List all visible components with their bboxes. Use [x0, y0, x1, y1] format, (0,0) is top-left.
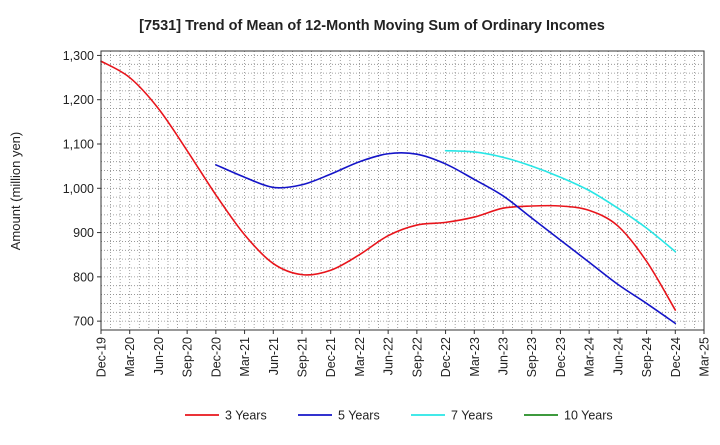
x-tick-label: Mar-22	[353, 337, 367, 377]
y-tick-label: 700	[73, 315, 94, 329]
x-tick-label: Jun-24	[611, 337, 625, 375]
legend-label: 7 Years	[451, 409, 493, 423]
x-tick-label: Sep-21	[296, 337, 310, 377]
series-line-5-years	[215, 152, 677, 325]
x-tick-label: Mar-20	[123, 337, 137, 377]
y-tick-label: 1,300	[63, 49, 94, 63]
series-line-7-years	[444, 149, 677, 253]
y-axis-label: Amount (million yen)	[8, 132, 23, 251]
legend-label: 3 Years	[225, 409, 267, 423]
y-tick-label: 1,100	[63, 138, 94, 152]
x-tick-label: Sep-23	[525, 337, 539, 377]
x-tick-label: Jun-21	[267, 337, 281, 375]
x-tick-label: Mar-24	[583, 337, 597, 377]
x-tick-label: Sep-22	[410, 337, 424, 377]
plot-frame	[100, 50, 705, 331]
legend-label: 5 Years	[338, 409, 380, 423]
x-tick-label: Dec-21	[324, 337, 338, 377]
legend: 3 Years 5 Years 7 Years 10 Years	[185, 409, 613, 423]
y-tick-label: 1,200	[63, 93, 94, 107]
x-tick-label: Dec-19	[95, 337, 109, 377]
y-tick-label: 800	[73, 270, 94, 284]
x-tick-label: Jun-22	[382, 337, 396, 375]
y-tick-label: 900	[73, 226, 94, 240]
x-tick-label: Mar-23	[468, 337, 482, 377]
chart-title: [7531] Trend of Mean of 12-Month Moving …	[139, 18, 605, 34]
x-tick-label: Mar-21	[238, 337, 252, 377]
x-tick-label: Dec-23	[554, 337, 568, 377]
y-tick-label: 1,000	[63, 182, 94, 196]
x-tick-label: Sep-24	[640, 337, 654, 377]
series-line-3-years	[100, 60, 677, 311]
x-tick-label: Dec-22	[439, 337, 453, 377]
x-tick-label: Mar-25	[698, 337, 712, 377]
x-tick-label: Jun-20	[152, 337, 166, 375]
x-tick-label: Dec-24	[669, 337, 683, 377]
legend-label: 10 Years	[564, 409, 613, 423]
series-lines	[100, 60, 677, 325]
x-tick-label: Jun-23	[497, 337, 511, 375]
x-tick-label: Sep-20	[181, 337, 195, 377]
y-axis: 700 800 900 1,000 1,100 1,200 1,300	[63, 49, 101, 329]
x-tick-label: Dec-20	[209, 337, 223, 377]
x-axis: Dec-19 Mar-20 Jun-20 Sep-20 Dec-20 Mar-21 Jun-…	[95, 330, 712, 377]
grid	[101, 51, 704, 330]
